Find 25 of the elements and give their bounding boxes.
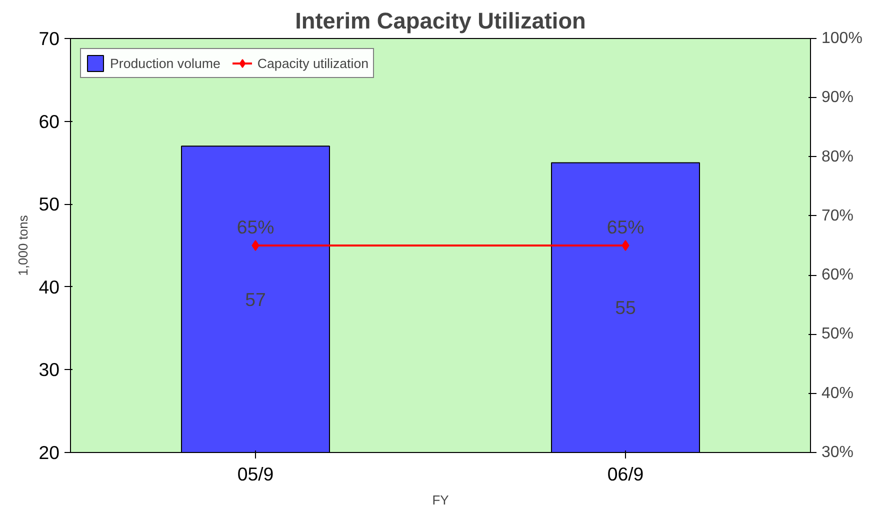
- x-tick-label: 05/9: [237, 464, 274, 484]
- x-axis-title: FY: [432, 492, 450, 508]
- y-tick-label: 20: [38, 442, 60, 463]
- y2-tick-label: 80%: [822, 148, 854, 166]
- y2-tick-label: 40%: [822, 384, 854, 402]
- y-tick-label: 30: [38, 359, 60, 380]
- y-tick-label: 60: [38, 110, 60, 132]
- data-label: 57: [245, 288, 266, 310]
- data-label: 65%: [606, 216, 644, 238]
- y-axis-title: 1,000 tons: [16, 214, 31, 276]
- y2-tick-label: 50%: [822, 326, 854, 343]
- y2-tick-label: 90%: [822, 89, 854, 106]
- y-tick-label: 50: [38, 194, 60, 215]
- y2-tick-label: 100%: [822, 30, 862, 47]
- y2-tick-label: 70%: [822, 207, 854, 224]
- chart-title: Interim Capacity Utilization: [295, 8, 586, 34]
- legend-label: Capacity utilization: [257, 56, 369, 70]
- y2-tick-label: 30%: [822, 444, 854, 461]
- y-tick-label: 40: [38, 276, 60, 298]
- data-label: 65%: [236, 216, 274, 238]
- y2-tick-label: 60%: [822, 266, 854, 284]
- data-label: 55: [615, 297, 636, 318]
- legend-label: Production volume: [110, 56, 220, 70]
- x-tick-label: 06/9: [607, 464, 644, 484]
- y-tick-label: 70: [38, 28, 60, 49]
